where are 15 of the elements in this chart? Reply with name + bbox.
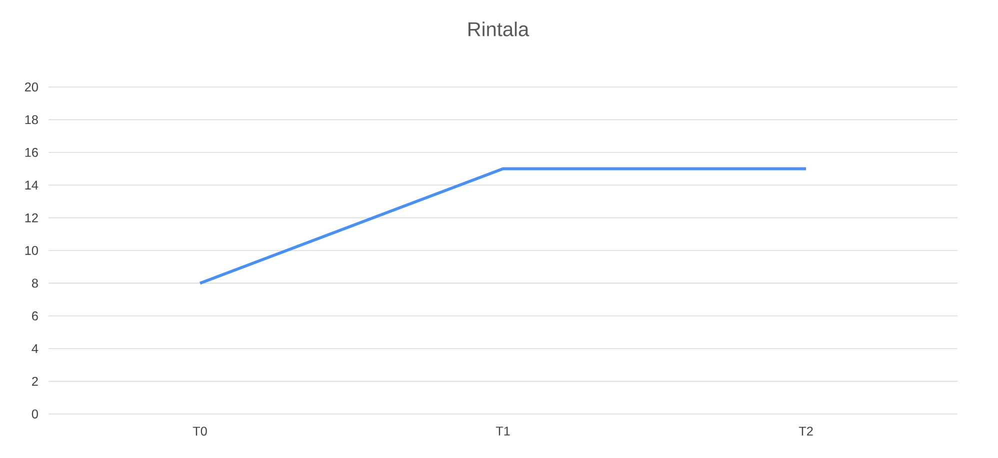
x-tick-label: T0 — [192, 426, 207, 436]
y-tick-label: 16 — [25, 148, 38, 157]
y-tick-label: 6 — [32, 311, 38, 320]
y-tick-label: 20 — [25, 82, 38, 92]
y-tick-label: 12 — [25, 213, 38, 222]
x-tick-label: T1 — [496, 426, 510, 436]
y-tick-label: 18 — [25, 115, 38, 124]
y-tick-label: 14 — [25, 180, 38, 190]
y-tick-label: 2 — [32, 376, 38, 386]
x-tick-label: T2 — [798, 426, 813, 436]
y-tick-label: 0 — [32, 410, 38, 418]
y-tick-label: 8 — [32, 278, 38, 288]
chart-title: Rintala — [468, 22, 530, 36]
y-tick-label: 4 — [32, 344, 38, 353]
y-tick-label: 10 — [25, 246, 38, 255]
